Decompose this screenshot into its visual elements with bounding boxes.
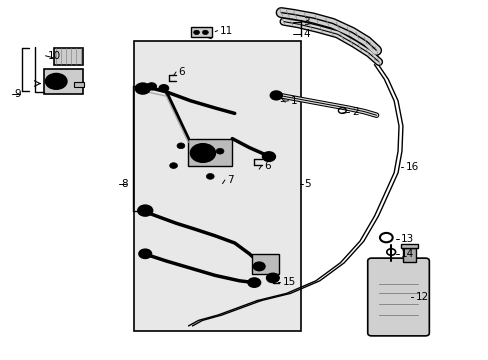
Text: 6: 6	[264, 161, 270, 171]
Circle shape	[262, 152, 275, 161]
Circle shape	[169, 163, 177, 168]
Circle shape	[195, 148, 210, 158]
Text: 10: 10	[48, 51, 61, 61]
Text: 14: 14	[400, 249, 413, 259]
Circle shape	[216, 148, 224, 154]
Text: 11: 11	[220, 26, 233, 36]
Text: 3: 3	[303, 17, 309, 27]
Text: 16: 16	[405, 162, 418, 172]
Text: 15: 15	[282, 276, 295, 287]
Circle shape	[146, 83, 156, 90]
Circle shape	[266, 273, 279, 283]
Text: 6: 6	[178, 67, 185, 77]
FancyBboxPatch shape	[367, 258, 428, 336]
Circle shape	[135, 83, 150, 94]
Text: 5: 5	[304, 179, 311, 189]
Bar	[44, 69, 83, 94]
Text: 2: 2	[351, 107, 358, 117]
Text: 4: 4	[303, 29, 309, 39]
Text: 9: 9	[15, 89, 21, 99]
Circle shape	[270, 91, 282, 100]
Bar	[400, 244, 417, 248]
Circle shape	[202, 30, 208, 35]
Circle shape	[45, 73, 67, 89]
Text: 12: 12	[415, 292, 428, 302]
Circle shape	[190, 144, 215, 162]
Bar	[54, 48, 83, 65]
Circle shape	[138, 205, 152, 216]
Text: 1: 1	[290, 96, 297, 106]
Text: 7: 7	[227, 175, 234, 185]
Bar	[74, 82, 84, 87]
Text: 8: 8	[121, 179, 128, 189]
Text: 13: 13	[400, 234, 413, 244]
Circle shape	[139, 249, 151, 258]
Bar	[403, 248, 415, 262]
Circle shape	[159, 85, 168, 92]
Circle shape	[50, 77, 62, 86]
Bar	[188, 139, 232, 166]
Circle shape	[253, 262, 264, 271]
Circle shape	[193, 30, 199, 35]
Circle shape	[177, 143, 184, 149]
Circle shape	[247, 278, 260, 287]
Bar	[134, 41, 300, 331]
Bar	[251, 254, 278, 274]
Circle shape	[206, 174, 214, 179]
Bar	[190, 27, 212, 37]
